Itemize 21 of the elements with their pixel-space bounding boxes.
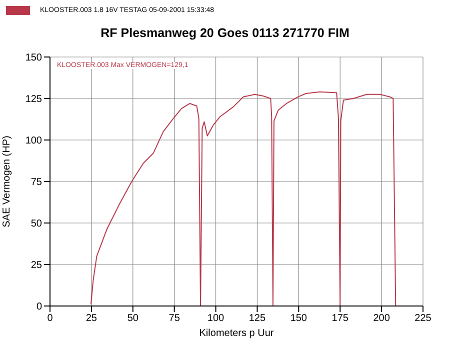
x-tick-label: 0 [47, 313, 54, 324]
y-tick-label: 125 [25, 94, 42, 106]
chart-title: RF Plesmanweg 20 Goes 0113 271770 FIM [100, 26, 350, 40]
x-axis-title: Kilometers p Uur [199, 328, 274, 339]
line-series [90, 91, 396, 306]
y-tick-label: 50 [30, 218, 42, 230]
y-tick-label: 100 [25, 136, 42, 147]
y-axis-title: SAE Vermogen (HP) [2, 136, 13, 228]
x-tick-label: 150 [290, 313, 308, 324]
x-tick-label: 75 [168, 313, 180, 324]
y-tick-label: 75 [30, 177, 42, 188]
x-tick-label: 50 [127, 313, 139, 324]
x-tick-label: 200 [373, 313, 390, 324]
x-tick-label: 100 [207, 313, 225, 324]
x-tick-label: 25 [86, 313, 98, 324]
x-tick-label: 175 [332, 313, 349, 324]
x-tick-label: 225 [414, 313, 432, 324]
x-tick-label: 125 [248, 313, 266, 324]
y-tick-label: 25 [30, 260, 42, 272]
y-tick-label: 150 [25, 52, 42, 64]
y-tick-label: 0 [36, 302, 42, 313]
